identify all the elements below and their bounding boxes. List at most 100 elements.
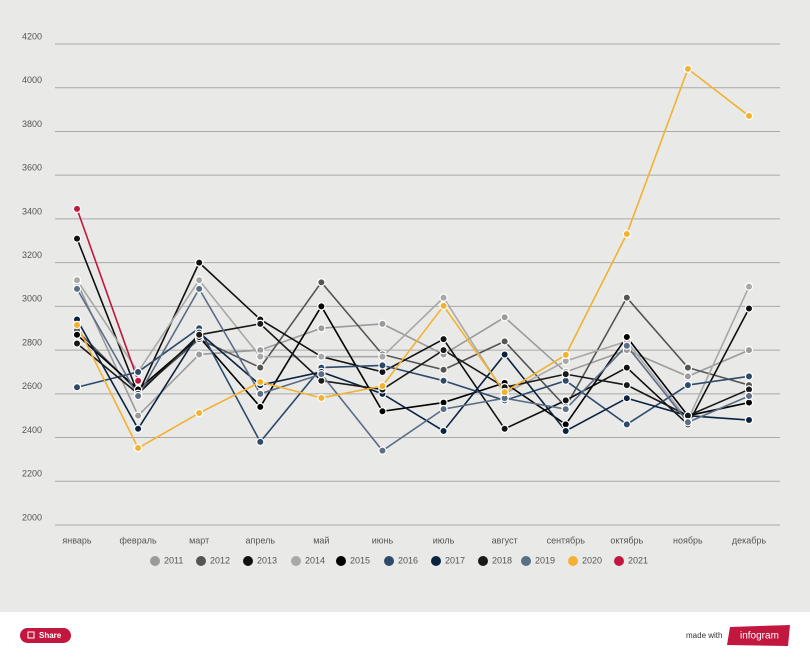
data-point xyxy=(72,204,82,214)
x-tick-label: октябрь xyxy=(610,535,643,545)
legend-swatch xyxy=(568,556,578,566)
data-point xyxy=(622,380,632,390)
y-tick-label: 2200 xyxy=(22,469,42,479)
data-point xyxy=(133,367,143,377)
data-point xyxy=(439,345,448,355)
legend-label: 2016 xyxy=(398,555,418,565)
data-point xyxy=(561,404,570,414)
data-point xyxy=(72,284,82,294)
legend-swatch xyxy=(291,556,301,566)
x-tick-label: июль xyxy=(433,535,455,545)
data-point xyxy=(133,443,143,453)
y-tick-label: 2000 xyxy=(22,512,42,522)
data-point xyxy=(439,376,448,385)
series-line xyxy=(76,319,750,433)
y-tick-label: 4200 xyxy=(22,31,42,41)
footer xyxy=(0,612,810,660)
data-point xyxy=(317,324,326,333)
legend-label: 2013 xyxy=(257,555,277,565)
series-line xyxy=(76,67,750,450)
data-point xyxy=(256,437,265,447)
legend-swatch xyxy=(150,556,160,566)
data-point xyxy=(561,396,570,405)
data-point xyxy=(683,363,693,372)
data-point xyxy=(317,352,326,361)
x-tick-label: август xyxy=(492,535,518,545)
data-point xyxy=(744,415,754,425)
legend-swatch xyxy=(196,556,206,566)
data-point xyxy=(744,304,754,313)
data-point xyxy=(500,313,509,322)
series-line xyxy=(76,238,750,430)
y-tick-label: 3000 xyxy=(22,294,42,304)
data-point xyxy=(378,361,387,370)
data-point xyxy=(439,301,448,311)
share-button[interactable]: Share xyxy=(20,628,71,643)
data-point xyxy=(622,332,632,342)
data-point xyxy=(500,424,509,433)
data-point xyxy=(194,330,204,339)
x-tick-label: июнь xyxy=(372,535,394,545)
data-point xyxy=(133,424,143,433)
legend-swatch xyxy=(336,556,346,566)
data-point xyxy=(439,365,448,374)
x-tick-label: апрель xyxy=(246,535,276,545)
legend-swatch xyxy=(521,556,531,566)
data-point xyxy=(256,319,265,329)
data-point xyxy=(194,275,204,285)
data-point xyxy=(561,369,570,379)
data-point xyxy=(744,282,754,291)
data-point xyxy=(622,229,632,239)
y-tick-label: 3400 xyxy=(22,206,42,216)
data-point xyxy=(133,411,143,420)
legend-swatch xyxy=(478,556,488,566)
data-point xyxy=(256,389,265,399)
y-tick-label: 3600 xyxy=(22,163,42,173)
share-icon[interactable] xyxy=(27,631,35,639)
data-point xyxy=(622,293,632,302)
legend-label: 2017 xyxy=(445,555,465,565)
data-point xyxy=(500,337,509,346)
data-point xyxy=(744,111,754,121)
data-point xyxy=(194,284,204,294)
data-point xyxy=(744,372,754,381)
data-point xyxy=(378,352,387,361)
y-tick-label: 4000 xyxy=(22,75,42,85)
infogram-logo[interactable]: infogram xyxy=(727,625,790,646)
x-tick-label: декабрь xyxy=(732,535,767,545)
series-line xyxy=(76,327,750,444)
x-tick-label: февраль xyxy=(120,535,157,545)
data-point xyxy=(744,345,754,355)
x-tick-label: сентябрь xyxy=(547,535,586,545)
data-point xyxy=(72,330,82,339)
data-point xyxy=(256,402,265,412)
legend-swatch xyxy=(243,556,253,566)
data-point xyxy=(72,275,82,285)
data-point xyxy=(561,350,570,360)
legend-label: 2020 xyxy=(582,555,602,565)
data-point xyxy=(378,319,387,329)
x-tick-label: январь xyxy=(62,535,92,545)
data-point xyxy=(683,372,693,381)
data-point xyxy=(622,341,632,350)
data-point xyxy=(194,258,204,267)
data-point xyxy=(500,387,509,397)
data-point xyxy=(439,293,448,302)
share-label[interactable]: Share xyxy=(39,631,62,640)
legend-label: 2019 xyxy=(535,555,555,565)
data-point xyxy=(194,350,204,359)
logo-text[interactable]: infogram xyxy=(740,631,779,642)
data-point xyxy=(439,334,448,344)
legend-swatch xyxy=(384,556,394,566)
data-point xyxy=(256,363,265,372)
logo-bg[interactable] xyxy=(727,625,790,646)
x-tick-label: май xyxy=(313,535,329,545)
y-tick-label: 2800 xyxy=(22,337,42,347)
y-tick-label: 3800 xyxy=(22,119,42,129)
series-line xyxy=(76,208,139,381)
data-point xyxy=(561,426,570,436)
data-point xyxy=(72,234,82,243)
legend-label: 2015 xyxy=(350,555,370,565)
x-tick-label: март xyxy=(189,535,209,545)
